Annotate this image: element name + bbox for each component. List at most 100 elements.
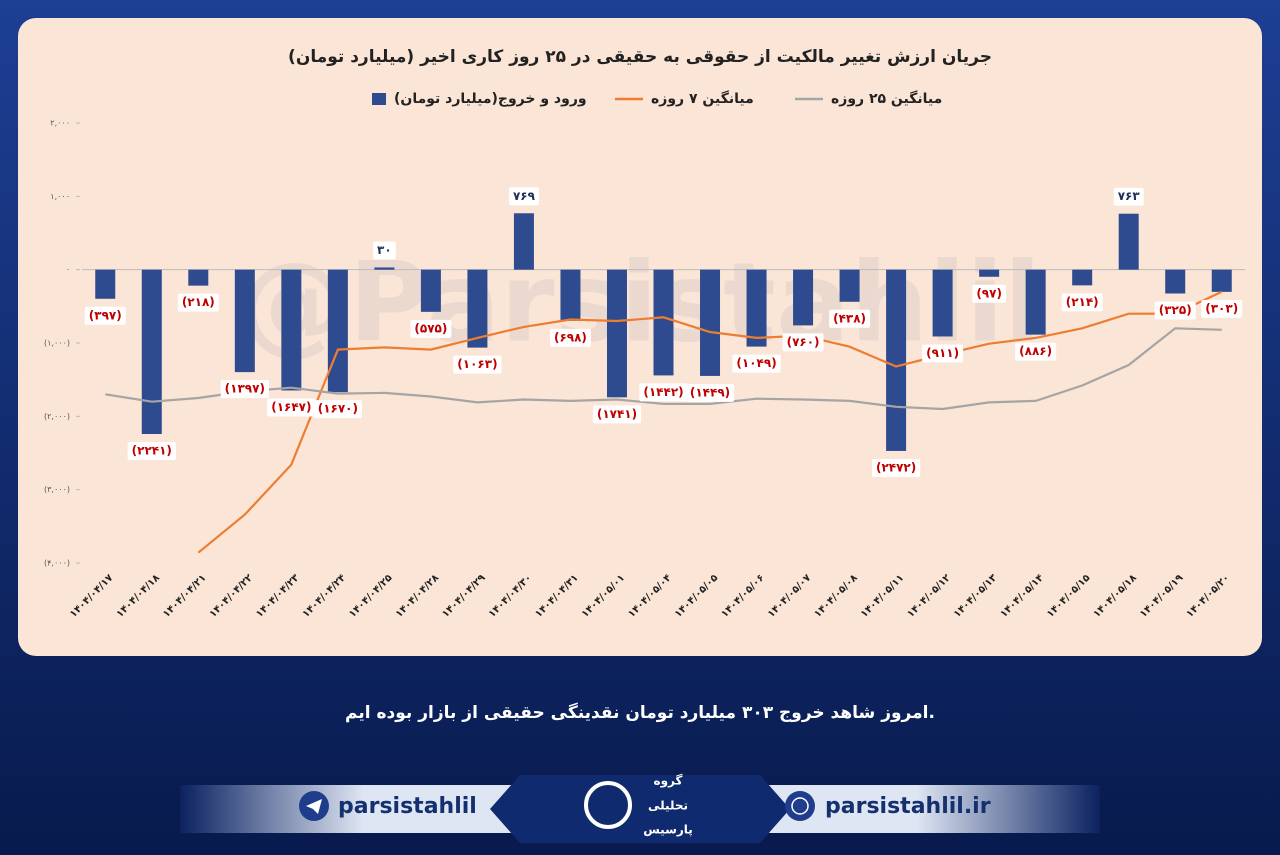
value-label-box: [732, 354, 781, 373]
value-label: ۷۶۹: [508, 187, 539, 206]
watermark: @Parsistahlil: [238, 238, 1041, 366]
value-label-text: (۱۶۷۰): [318, 402, 358, 416]
bar: [700, 269, 721, 376]
y-tick-label: ۰: [66, 265, 70, 274]
value-label: (۳۲۵): [1154, 301, 1196, 320]
y-tick-label: (۳,۰۰۰): [44, 485, 70, 494]
value-label-text: (۱۰۶۳): [457, 357, 497, 371]
value-label-text: (۱۴۴۹): [690, 385, 730, 399]
value-label-text: (۱۳۹۷): [225, 382, 265, 396]
bar: [746, 269, 767, 347]
bar: [839, 269, 860, 302]
value-label-box: [267, 398, 316, 417]
value-label-text: (۳۹۷): [89, 308, 122, 322]
value-label: ۷۶۳: [1113, 187, 1144, 206]
value-label: (۹۱۱): [922, 344, 964, 363]
value-label-text: (۴۳۸): [833, 311, 866, 325]
value-label-text: (۲۱۴): [1066, 295, 1099, 309]
legend-label: ورود و خروج(میلیارد تومان): [394, 91, 587, 107]
caption: امروز شاهد خروج ۳۰۳ میلیارد تومان نقدینگ…: [345, 702, 935, 723]
value-label-text: (۳۲۵): [1159, 303, 1192, 317]
value-label-box: [177, 293, 219, 312]
bar: [653, 269, 674, 376]
value-label: (۷۶۰): [782, 333, 824, 352]
y-tick-label: (۲,۰۰۰): [44, 412, 70, 421]
value-label-box: [220, 380, 269, 399]
value-label: (۳۰۳): [1201, 299, 1243, 318]
value-label-text: (۳۰۳): [1205, 301, 1238, 315]
logo-icon: [584, 781, 632, 829]
value-label-text: (۱۶۴۷): [271, 400, 311, 414]
value-label-text: (۲۲۴۱): [132, 444, 172, 458]
telegram-handle[interactable]: parsistahlil: [338, 794, 477, 819]
legend-swatch: [372, 93, 386, 105]
value-label-box: [1061, 293, 1103, 312]
value-label: (۱۶۴۷): [267, 398, 316, 417]
value-label-text: (۲۱۸): [182, 295, 215, 309]
chart-title: جریان ارزش تغییر مالکیت از حقوقی به حقیق…: [288, 47, 992, 67]
legend-label: میانگین ۷ روزه: [651, 90, 754, 107]
value-label-box: [1015, 342, 1057, 361]
value-label-text: ۷۶۳: [1118, 189, 1141, 203]
value-label: ۳۰: [373, 241, 396, 260]
value-label-text: (۲۴۷۲): [876, 460, 916, 474]
value-label: (۹۷): [972, 284, 1006, 303]
value-label-box: [922, 344, 964, 363]
bar: [793, 269, 814, 326]
value-label: (۶۹۸): [549, 328, 591, 347]
value-label-box: [829, 309, 871, 328]
value-label-box: [782, 333, 824, 352]
value-label-box: [1154, 301, 1196, 320]
value-label-box: [410, 319, 452, 338]
value-label-text: (۷۶۰): [787, 335, 820, 349]
line: [105, 327, 1222, 411]
bar: [95, 269, 116, 299]
value-label-text: (۱۴۴۲): [643, 385, 683, 399]
chart-panel: [18, 18, 1262, 656]
bar: [932, 269, 953, 337]
telegram-glyph: [306, 799, 322, 814]
bar: [234, 269, 255, 373]
value-label: (۵۷۵): [410, 319, 452, 338]
bar: [420, 269, 441, 312]
value-label-box: [685, 383, 735, 402]
value-label-box: [1201, 299, 1243, 318]
value-label-text: (۶۹۸): [554, 330, 587, 344]
logo-text: تحلیلی: [648, 799, 688, 813]
logo-plate: [490, 775, 790, 843]
logo-text: پارسیس: [643, 823, 693, 837]
value-label-box: [972, 284, 1006, 303]
value-label: (۲۱۴): [1061, 293, 1103, 312]
value-label: (۱۰۶۳): [453, 355, 502, 374]
value-label-text: (۹۱۱): [926, 346, 959, 360]
value-label-box: [313, 400, 362, 419]
bar: [281, 269, 302, 391]
bar: [886, 269, 907, 451]
value-label: (۴۳۸): [829, 309, 871, 328]
value-label-text: (۵۷۵): [414, 321, 447, 335]
value-label-box: [373, 241, 396, 260]
bar: [560, 269, 581, 321]
bar: [1025, 269, 1046, 335]
value-label-box: [453, 355, 502, 374]
bar: [1072, 269, 1093, 286]
y-tick-label: (۱,۰۰۰): [44, 339, 70, 348]
bar: [513, 213, 534, 270]
value-label-box: [1113, 187, 1144, 206]
value-label: (۱۳۹۷): [220, 380, 269, 399]
value-label-box: [508, 187, 539, 206]
value-label-box: [127, 442, 176, 461]
web-icon: [785, 791, 815, 821]
line: [197, 290, 1223, 554]
legend-label: میانگین ۲۵ روزه: [831, 90, 942, 107]
bar: [1118, 213, 1139, 270]
y-tick-label: ۲,۰۰۰: [50, 119, 70, 128]
value-label: (۸۸۶): [1015, 342, 1057, 361]
bar: [979, 269, 1000, 277]
website[interactable]: parsistahlil.ir: [825, 794, 991, 819]
value-label: (۱۴۴۲): [639, 383, 688, 402]
value-label-text: ۷۶۹: [513, 189, 536, 203]
value-label-text: (۱۷۴۱): [597, 407, 637, 421]
